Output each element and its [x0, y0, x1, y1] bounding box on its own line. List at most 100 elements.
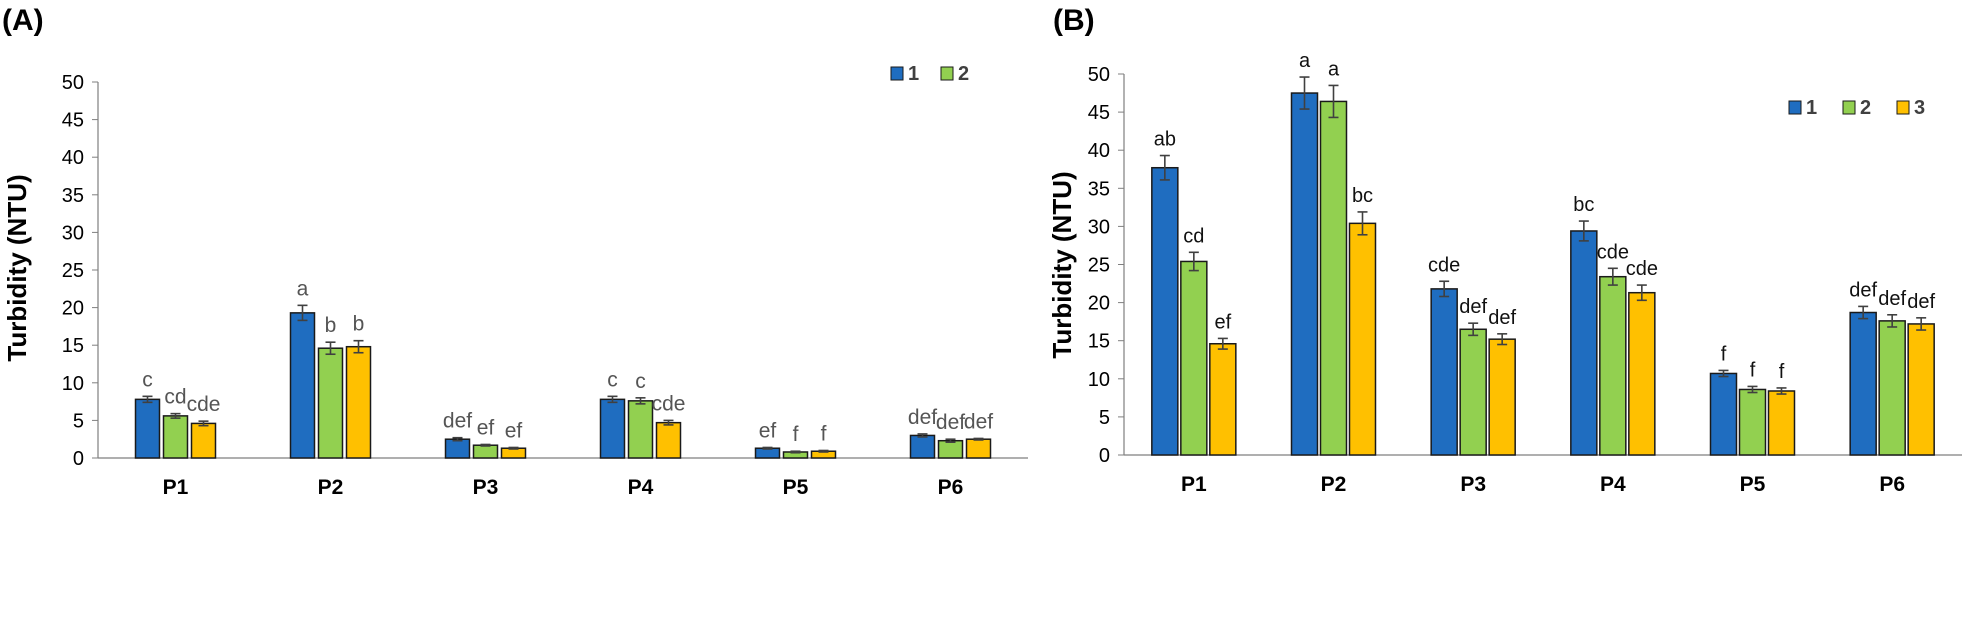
panel-a-bar [289, 312, 316, 459]
panel-a-x-tick-label: P1 [163, 476, 189, 499]
panel-b-significance-label: f [1750, 359, 1756, 381]
panel-b-bar [1459, 328, 1487, 456]
panel-a-significance-label: b [325, 314, 337, 337]
panel-b-legend-swatch [1896, 100, 1910, 115]
panel-a-legend-label: 2 [958, 63, 969, 85]
panel-a-significance-label: b [353, 313, 365, 336]
panel-b-y-tick-label: 25 [1088, 255, 1110, 277]
panel-b-y-tick-label: 45 [1088, 102, 1110, 124]
panel-a-y-tick-label: 20 [62, 298, 84, 320]
panel-b-bar [1849, 311, 1877, 456]
panel-b-y-tick-label: 40 [1088, 140, 1110, 162]
panel-b-significance-label: ab [1154, 129, 1176, 151]
panel-a-significance-label: cd [164, 386, 186, 409]
panel-b-significance-label: cde [1626, 258, 1658, 280]
panel-a-significance-label: def [936, 411, 965, 434]
panel-b-y-tick-label: 5 [1099, 407, 1110, 429]
panel-a-significance-label: def [908, 406, 937, 429]
panel-a-bar [599, 398, 626, 459]
panel-a-significance-label: ef [505, 419, 523, 442]
panel-b-significance-label: f [1721, 343, 1727, 365]
panel-b-bar [1738, 388, 1767, 456]
panel-a-bar [909, 434, 936, 459]
panel-a-x-tick-label: P3 [473, 476, 499, 499]
panel-b-label: (B) [1053, 4, 1095, 37]
panel-a-y-tick-label: 50 [62, 72, 84, 94]
panel-b-bar [1151, 166, 1179, 456]
panel-b-significance-label: def [1459, 296, 1487, 318]
panel-b-bar [1488, 338, 1516, 456]
panel-a-significance-label: cde [187, 393, 221, 416]
panel-a-legend-label: 1 [908, 63, 919, 85]
panel-b-y-tick-label: 35 [1088, 178, 1110, 200]
panel-b-x-tick-label: P5 [1740, 473, 1766, 496]
panel-b-bar [1430, 288, 1458, 456]
panel-b-bar [1709, 372, 1738, 456]
panel-a-significance-label: cde [652, 392, 686, 415]
panel-b-bar [1290, 92, 1319, 456]
panel-a-x-tick-label: P5 [783, 476, 809, 499]
panel-b-x-tick-label: P3 [1460, 473, 1486, 496]
panel-b-bar [1628, 291, 1656, 456]
panel-a-x-tick-label: P6 [938, 476, 964, 499]
panel-b-y-tick-label: 15 [1088, 331, 1110, 353]
panel-a-y-tick-label: 25 [62, 260, 84, 282]
panel-a-x-tick-label: P2 [318, 476, 344, 499]
panel-a-y-tick-label: 15 [62, 335, 84, 357]
panel-a-significance-label: c [607, 368, 618, 391]
panel-b-significance-label: cd [1183, 225, 1204, 247]
panel-b-significance-label: a [1299, 50, 1311, 72]
panel-a-bar [317, 347, 344, 459]
panel-a-bar [444, 438, 471, 459]
panel-b-significance-label: bc [1573, 194, 1594, 216]
panel-b-y-tick-label: 50 [1088, 64, 1110, 86]
panel-a-y-tick-label: 30 [62, 222, 84, 244]
panel-a-y-tick-label: 10 [62, 373, 84, 395]
panel-a-significance-label: c [142, 368, 153, 391]
panel-b-bar [1319, 100, 1348, 456]
panel-a-y-tick-label: 40 [62, 147, 84, 169]
panel-a-significance-label: ef [477, 416, 495, 439]
panel-a-y-tick-label: 0 [73, 448, 84, 470]
panel-a-significance-label: ef [759, 419, 777, 442]
panel-a-bar [134, 398, 161, 459]
panel-a-bar [937, 439, 964, 459]
panel-a-y-axis-title: Turbidity (NTU) [2, 174, 32, 361]
panel-b-legend-label: 3 [1914, 97, 1925, 119]
panel-a-significance-label: def [443, 410, 472, 433]
panel-a-legend-swatch [940, 66, 954, 81]
panel-a-y-tick-label: 35 [62, 185, 84, 207]
panel-a-bar [345, 345, 372, 459]
panel-a-significance-label: f [793, 423, 799, 446]
panel-b-bar [1570, 230, 1598, 456]
panel-b-bar [1209, 342, 1237, 456]
panel-b-significance-label: def [1488, 307, 1516, 329]
panel-b-y-axis-title: Turbidity (NTU) [1047, 171, 1077, 358]
panel-b-x-tick-label: P6 [1879, 473, 1905, 496]
panel-b-bar [1878, 320, 1906, 456]
panel-a-legend-swatch [890, 66, 904, 81]
panel-a-bar [162, 415, 189, 459]
panel-b-x-tick-label: P4 [1600, 473, 1626, 496]
panel-a-bar [472, 444, 499, 459]
panel-b-x-tick-label: P2 [1321, 473, 1347, 496]
panel-b-significance-label: def [1878, 288, 1906, 310]
panel-b-significance-label: ef [1214, 311, 1231, 333]
panel-b-significance-label: def [1849, 279, 1877, 301]
panel-a-bar [655, 421, 682, 459]
panel-a-bar [965, 438, 992, 459]
panel-b-y-tick-label: 20 [1088, 293, 1110, 315]
panel-b-x-tick-label: P1 [1181, 473, 1207, 496]
panel-a-significance-label: f [821, 422, 827, 445]
panel-b-significance-label: f [1779, 361, 1785, 383]
panel-b-bar [1348, 222, 1377, 456]
panel-b-y-tick-label: 30 [1088, 216, 1110, 238]
panel-a-significance-label: def [964, 410, 993, 433]
panel-b-bar [1767, 390, 1796, 456]
panel-a-significance-label: a [297, 277, 309, 300]
panel-b-significance-label: a [1328, 58, 1340, 80]
panel-a-y-tick-label: 45 [62, 110, 84, 132]
